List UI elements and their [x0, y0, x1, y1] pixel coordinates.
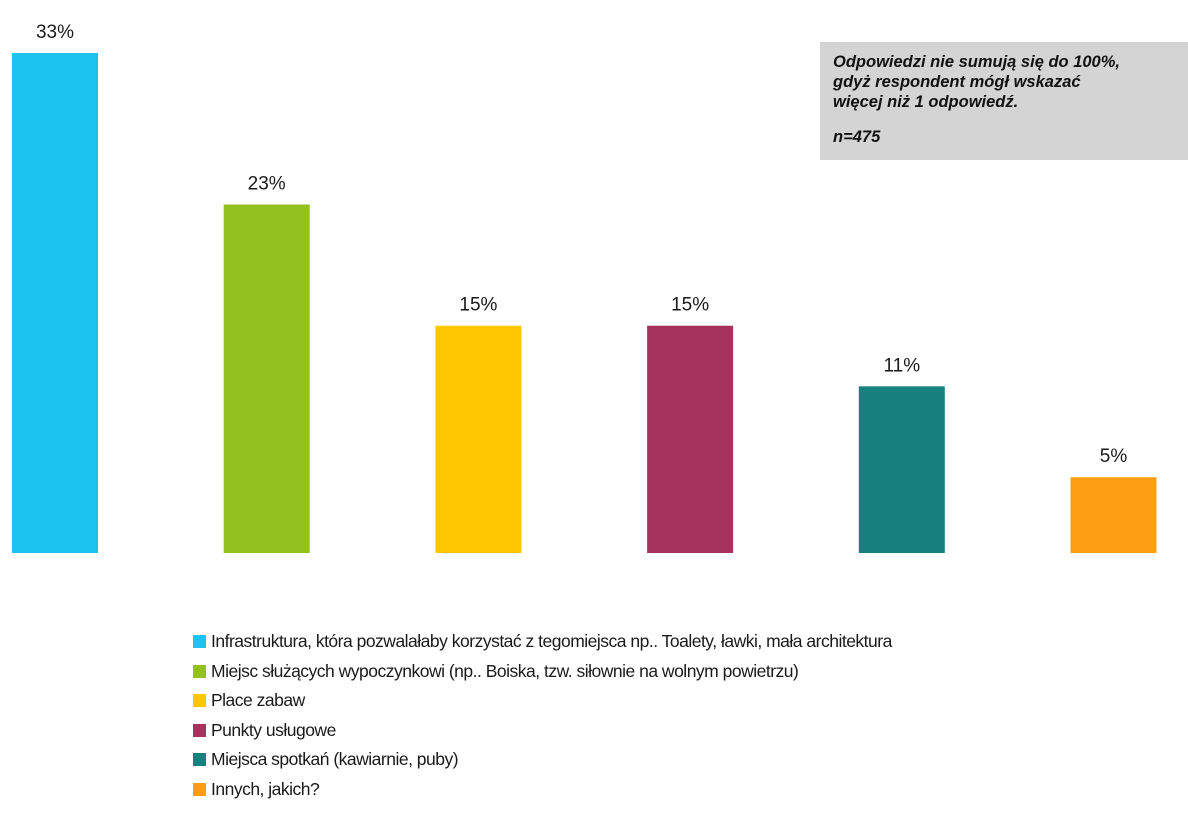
legend-label: Infrastruktura, która pozwalałaby korzys…	[211, 631, 892, 652]
bar	[858, 386, 945, 553]
legend-swatch	[193, 782, 206, 796]
legend-item: Miejsc służących wypoczynkowi (np.. Bois…	[193, 657, 892, 687]
legend-item: Place zabaw	[193, 686, 892, 716]
bar-value-label: 33%	[36, 22, 74, 43]
legend-swatch	[193, 723, 206, 737]
bar	[12, 53, 98, 553]
legend-label: Innych, jakich?	[211, 778, 320, 799]
legend-item: Miejsca spotkań (kawiarnie, puby)	[193, 745, 892, 775]
legend-swatch	[193, 694, 206, 708]
note-line: więcej niż 1 odpowiedź.	[833, 93, 1019, 111]
note-box: Odpowiedzi nie sumują się do 100%, gdyż …	[820, 42, 1188, 160]
legend-swatch	[193, 635, 206, 649]
legend-label: Miejsc służących wypoczynkowi (np.. Bois…	[211, 660, 799, 681]
note-line: gdyż respondent mógł wskazać	[833, 73, 1081, 91]
bar-value-label: 5%	[1100, 446, 1128, 467]
legend: Infrastruktura, która pozwalałaby korzys…	[193, 627, 892, 804]
legend-swatch	[193, 753, 206, 767]
bar	[223, 204, 310, 554]
note-line: Odpowiedzi nie sumują się do 100%,	[833, 53, 1120, 71]
bar-value-label: 23%	[248, 174, 286, 195]
legend-label: Punkty usługowe	[211, 719, 336, 740]
bar	[647, 325, 734, 553]
sample-size: n=475	[833, 128, 881, 146]
bar	[435, 325, 522, 553]
legend-item: Punkty usługowe	[193, 716, 892, 746]
legend-item: Innych, jakich?	[193, 775, 892, 805]
legend-label: Place zabaw	[211, 690, 305, 711]
bar-value-label: 11%	[883, 355, 920, 376]
bar-chart: 33% 23% 15% 15% 11% 5%	[12, 22, 1157, 554]
legend-item: Infrastruktura, która pozwalałaby korzys…	[193, 627, 892, 657]
bar	[1070, 477, 1157, 553]
legend-label: Miejsca spotkań (kawiarnie, puby)	[211, 749, 459, 770]
legend-swatch	[193, 664, 206, 678]
bar-value-label: 15%	[671, 295, 709, 316]
bar-value-label: 15%	[459, 295, 497, 316]
